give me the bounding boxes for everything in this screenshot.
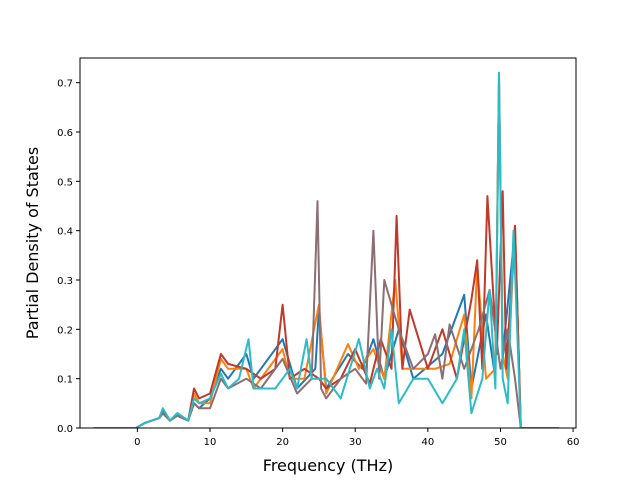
y-tick-label: 0.3 — [57, 276, 73, 287]
y-tick-label: 0.7 — [57, 79, 73, 90]
y-tick-label: 0.5 — [57, 177, 73, 188]
y-tick-label: 0.4 — [57, 227, 73, 238]
x-tick-label: 30 — [349, 437, 362, 448]
x-tick-label: 20 — [276, 437, 289, 448]
plot-frame — [79, 57, 577, 429]
x-tick-label: 50 — [494, 437, 507, 448]
x-tick-label: 0 — [134, 437, 140, 448]
x-tick-label: 10 — [204, 437, 217, 448]
y-tick-label: 0.6 — [57, 128, 73, 139]
y-tick-label: 0.2 — [57, 325, 73, 336]
series-layer — [93, 71, 559, 428]
series-line-5 — [93, 71, 559, 428]
x-axis: 0 10 20 30 40 50 60 — [134, 428, 579, 448]
x-tick-label: 60 — [567, 437, 580, 448]
y-axis-label: Partial Density of States — [23, 147, 42, 339]
y-tick-label: 0.1 — [57, 375, 73, 386]
y-tick-label: 0.0 — [57, 424, 73, 435]
y-axis: 0.0 0.1 0.2 0.3 0.4 0.5 0.6 0.7 — [57, 79, 80, 435]
x-axis-label: Frequency (THz) — [263, 456, 393, 475]
x-tick-label: 40 — [421, 437, 434, 448]
